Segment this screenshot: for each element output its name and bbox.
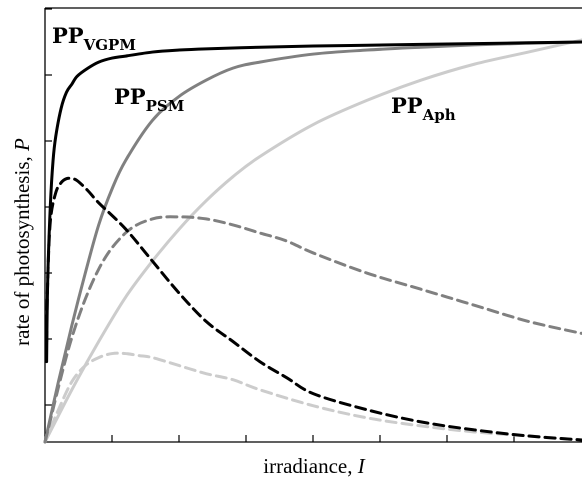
dashed-series-4-line xyxy=(43,215,582,444)
y-axis-title: rate of photosynthesis, P xyxy=(10,138,34,346)
series-layer xyxy=(43,38,582,444)
y-ticks xyxy=(45,8,52,406)
solid-aph-line xyxy=(43,38,582,444)
label-aph: PPAph xyxy=(391,93,456,124)
dashed-series-3-line xyxy=(45,176,582,442)
solid-psm-line xyxy=(43,40,582,444)
x-ticks xyxy=(44,435,515,442)
solid-vgpm-line xyxy=(45,40,582,364)
axes xyxy=(44,7,582,443)
label-psm: PPPSM xyxy=(114,84,184,115)
x-axis-title: irradiance, I xyxy=(263,454,365,477)
label-vgpm: PPVGPM xyxy=(52,23,136,54)
dashed-series-5-line xyxy=(43,351,582,444)
